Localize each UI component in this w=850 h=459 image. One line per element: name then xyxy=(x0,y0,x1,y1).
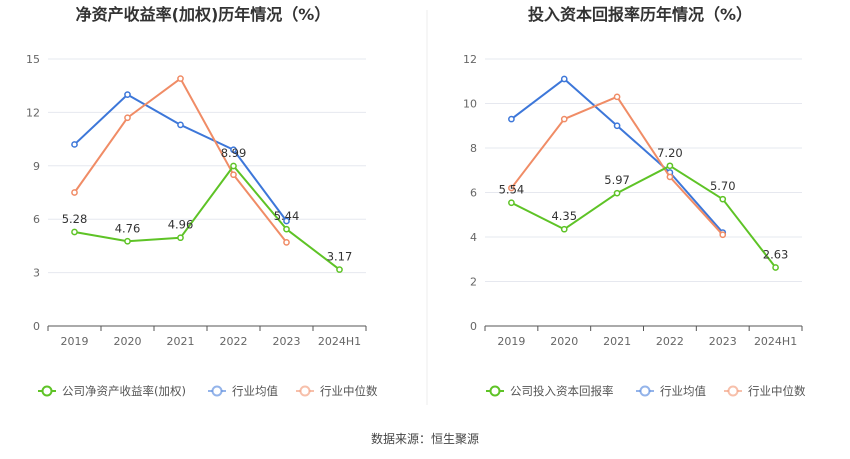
roe-data-label: 8.99 xyxy=(221,146,247,160)
roic-legend-item-company[interactable]: 公司投入资本回报率 xyxy=(486,384,614,398)
roic-y-tick-label: 2 xyxy=(470,276,477,289)
roic-industry_median-line xyxy=(510,95,724,236)
roe-x-tick-label: 2024H1 xyxy=(318,335,361,348)
roic-company-point xyxy=(719,195,727,203)
roic-data-label: 5.97 xyxy=(604,173,630,187)
roic-y-tick-label: 0 xyxy=(470,320,477,333)
roic-legend-label: 公司投入资本回报率 xyxy=(510,384,614,398)
roic-x-tick-label: 2022 xyxy=(656,335,684,348)
roic-data-label: 4.35 xyxy=(551,209,577,223)
roic-data-label: 5.54 xyxy=(499,183,525,197)
roe-industry_avg-point xyxy=(283,217,290,225)
roic-legend-label: 行业中位数 xyxy=(748,384,806,398)
roic-industry_avg-line xyxy=(510,78,724,234)
roe-chart-title: 净资产收益率(加权)历年情况（%） xyxy=(76,5,331,24)
roe-x-tick-label: 2023 xyxy=(273,335,301,348)
roe-industry_median-point xyxy=(230,171,237,179)
roe-industry_avg-point xyxy=(230,146,237,154)
roe-y-tick-label: 3 xyxy=(33,267,40,280)
roe-company-point xyxy=(71,228,78,236)
roic-legend-item-industry_avg[interactable]: 行业均值 xyxy=(636,384,706,398)
roe-x-tick-label: 2020 xyxy=(114,335,142,348)
roic-legend-label: 行业均值 xyxy=(660,384,706,398)
roic-company-line xyxy=(510,164,777,269)
roe-data-label: 5.44 xyxy=(274,209,300,223)
roe-industry_avg-point xyxy=(71,141,78,148)
roe-legend-swatch-marker xyxy=(211,385,223,397)
roic-y-tick-label: 10 xyxy=(463,98,477,111)
roic-industry_avg-point xyxy=(560,75,568,83)
roic-x-tick-label: 2024H1 xyxy=(754,335,797,348)
roic-industry_avg-point xyxy=(508,115,515,123)
roe-y-tick-label: 0 xyxy=(33,320,40,333)
roe-company-line xyxy=(74,164,341,271)
roe-industry_median-point xyxy=(71,189,78,196)
roic-x-tick-label: 2020 xyxy=(550,335,578,348)
roe-y-tick-label: 6 xyxy=(33,213,40,226)
roe-x-tick-label: 2022 xyxy=(220,335,248,348)
roic-x-tick-label: 2023 xyxy=(709,335,737,348)
roic-y-tick-label: 6 xyxy=(470,187,477,200)
roic-y-tick-label: 4 xyxy=(470,231,477,244)
roic-data-label: 5.70 xyxy=(710,179,736,193)
roe-industry_median-point xyxy=(124,114,131,122)
roic-industry_median-point xyxy=(719,231,727,239)
roic-legend-swatch-marker xyxy=(727,385,739,397)
roic-y-tick-label: 8 xyxy=(470,142,477,155)
roe-legend-swatch-marker xyxy=(299,385,311,397)
roic-company-point xyxy=(772,264,779,271)
roe-y-tick-label: 9 xyxy=(33,160,40,173)
roe-company-point xyxy=(283,225,290,233)
roe-data-label: 4.76 xyxy=(115,221,141,235)
roe-data-label: 5.28 xyxy=(62,212,88,226)
roe-y-tick-label: 12 xyxy=(26,106,40,119)
roe-x-tick-label: 2019 xyxy=(61,335,89,348)
roe-data-label: 3.17 xyxy=(327,250,353,264)
roic-industry_avg-point xyxy=(613,122,621,130)
roic-company-point xyxy=(666,162,674,170)
roe-chart: 净资产收益率(加权)历年情况（%） 0 3 6 9 12 15 2019 2020 2021 20… xyxy=(26,5,378,398)
roe-x-tick-label: 2021 xyxy=(167,335,195,348)
roe-legend-label: 公司净资产收益率(加权) xyxy=(62,384,186,398)
roe-company-point xyxy=(124,237,131,245)
roe-industry_median-point xyxy=(283,238,290,246)
roe-industry_avg-point xyxy=(177,121,184,129)
roe-industry_median-point xyxy=(177,75,184,82)
roic-industry_median-point xyxy=(666,173,674,181)
roic-company-point xyxy=(508,199,515,207)
roe-legend-item-industry_avg[interactable]: 行业均值 xyxy=(208,384,278,398)
roe-company-point xyxy=(336,266,343,273)
roic-chart-title: 投入资本回报率历年情况（%） xyxy=(528,5,752,24)
roe-data-label: 4.96 xyxy=(168,218,194,232)
data-source-label: 数据来源：恒生聚源 xyxy=(371,431,479,446)
roe-company-point xyxy=(230,162,237,170)
roic-industry_median-point xyxy=(613,93,621,101)
roic-chart: 投入资本回报率历年情况（%） 0 2 4 6 8 10 12 2019 2020 2021 2022… xyxy=(463,5,806,398)
roic-y-tick-label: 12 xyxy=(463,53,477,66)
roic-data-label: 7.20 xyxy=(657,146,683,160)
roic-legend-swatch-marker xyxy=(489,385,501,397)
roe-legend-label: 行业均值 xyxy=(232,384,278,398)
roe-company-point xyxy=(177,234,184,242)
roe-legend-item-industry_median[interactable]: 行业中位数 xyxy=(296,384,378,398)
roe-industry_avg-point xyxy=(124,91,131,98)
roic-company-point xyxy=(613,189,621,197)
roic-x-tick-label: 2019 xyxy=(497,335,525,348)
roic-legend-item-industry_median[interactable]: 行业中位数 xyxy=(724,384,806,398)
roe-legend-label: 行业中位数 xyxy=(320,384,378,398)
roic-x-tick-label: 2021 xyxy=(603,335,631,348)
roic-industry_median-point xyxy=(560,115,568,123)
roic-legend-swatch-marker xyxy=(639,385,651,397)
roic-industry_median-point xyxy=(508,184,515,192)
roic-company-point xyxy=(560,225,568,233)
roe-legend-swatch-marker xyxy=(41,385,53,397)
roe-y-tick-label: 15 xyxy=(26,53,40,66)
roe-legend-item-company[interactable]: 公司净资产收益率(加权) xyxy=(38,384,186,398)
roic-data-label: 2.63 xyxy=(763,247,789,261)
